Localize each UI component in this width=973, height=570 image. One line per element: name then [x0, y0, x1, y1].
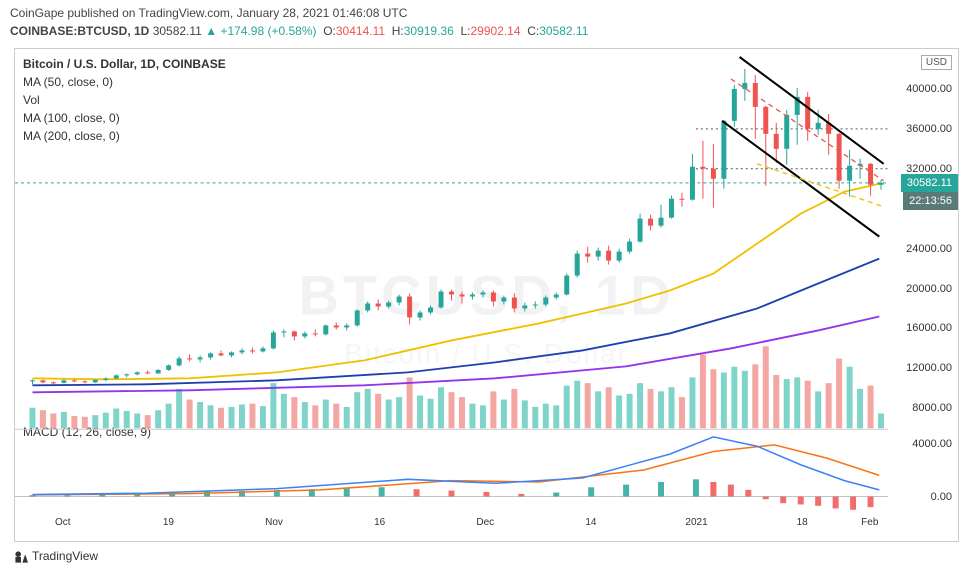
chart-container[interactable]: BTCUSD, 1D Bitcoin / U.S. Dollar Bitcoin… [14, 48, 959, 542]
y-tick-label: 16000.00 [906, 322, 952, 334]
low-value: 29902.14 [470, 24, 520, 38]
high-value: 30919.36 [404, 24, 454, 38]
tv-logo-icon [14, 550, 28, 564]
currency-tag: USD [921, 55, 952, 70]
ticker-symbol: COINBASE:BTCUSD, 1D [10, 24, 149, 38]
open-value: 30414.11 [336, 24, 385, 38]
y-axis: USD 8000.00 12000.00 16000.00 20000.00 24000… [888, 49, 958, 541]
price-change-pct: (+0.58%) [268, 24, 317, 38]
countdown-badge: 22:13:56 [903, 192, 958, 210]
attribution-line: CoinGape published on TradingView.com, J… [10, 6, 963, 20]
price-change: +174.98 [220, 24, 264, 38]
tradingview-logo: TradingView [14, 549, 98, 564]
tv-logo-text: TradingView [32, 549, 98, 563]
y-tick-label: 20000.00 [906, 283, 952, 295]
ohlc-line: COINBASE:BTCUSD, 1D 30582.11 ▲ +174.98 (… [10, 24, 963, 38]
y-tick-label: 36000.00 [906, 123, 952, 135]
macd-y-tick: 0.00 [931, 491, 952, 503]
close-value: 30582.11 [539, 24, 588, 38]
last-price: 30582.11 [153, 24, 202, 38]
y-tick-label: 40000.00 [906, 83, 952, 95]
y-tick-label: 24000.00 [906, 243, 952, 255]
y-tick-label: 8000.00 [912, 402, 952, 414]
arrow-up-icon: ▲ [205, 24, 217, 38]
header: CoinGape published on TradingView.com, J… [0, 0, 973, 44]
price-badge: 30582.11 [901, 174, 958, 192]
macd-y-tick: 4000.00 [912, 438, 952, 450]
chart-svg [15, 49, 888, 541]
y-tick-label: 12000.00 [906, 362, 952, 374]
chart-plot-area[interactable]: Bitcoin / U.S. Dollar, 1D, COINBASE MA (… [15, 49, 888, 541]
